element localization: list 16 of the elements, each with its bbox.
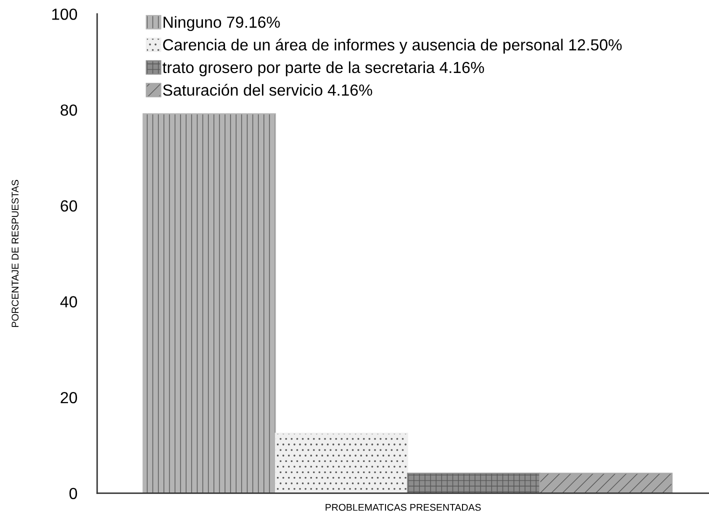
y-axis-title: PORCENTAJE DE RESPUESTAS [12,180,19,327]
y-tick-label: 20 [60,392,78,404]
legend-label: Saturación del servicio 4.16% [163,84,372,96]
legend-label: Carencia de un área de informes y ausencia de personal 12.50% [163,38,622,54]
bar [142,113,276,494]
legend-label: Ninguno 79.16% [164,16,280,32]
y-tick-label: 40 [60,296,78,308]
legend-label: trato grosero por parte de la secretaria 4.16% [162,61,484,76]
bar [274,432,408,494]
y-tick-label: 100 [52,8,78,20]
y-tick-label: 60 [60,200,78,212]
bar [407,472,540,494]
y-tick-label: 80 [60,104,78,116]
y-tick-label: 0 [69,488,78,500]
bar [539,472,673,494]
x-axis-title: PROBLEMATICAS PRESENTADAS [326,504,481,511]
